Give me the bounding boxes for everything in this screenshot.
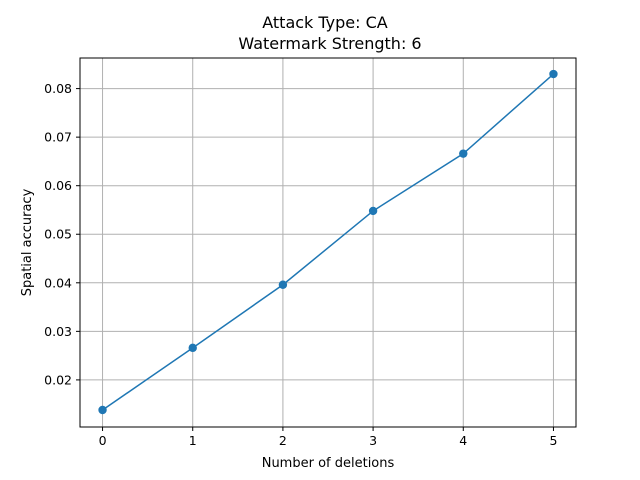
plot-frame [79,57,577,428]
chart-subtitle: Watermark Strength: 6 [238,34,421,53]
x-axis-label: Number of deletions [262,456,395,471]
y-tick-label: 0.02 [44,372,72,387]
x-tick-label: 3 [369,433,377,448]
y-axis-label: Spatial accuracy [20,188,35,296]
x-tick-label: 5 [549,433,557,448]
y-tick-label: 0.03 [44,324,72,339]
y-tick-label: 0.05 [44,227,72,242]
y-tick-label: 0.07 [44,130,72,145]
data-point [368,206,378,216]
grid [80,58,576,427]
x-tick-label: 1 [189,433,197,448]
x-tick-label: 4 [459,433,467,448]
y-tick-label: 0.04 [44,275,72,290]
data-point [98,405,107,415]
data-point [459,149,468,158]
data-point [278,280,288,289]
series-layer [98,69,558,415]
data-point [549,69,558,79]
x-tick-label: 2 [279,433,287,448]
y-tick-label: 0.08 [44,81,72,96]
chart-title: Attack Type: CA [262,13,388,32]
y-tick-label: 0.06 [44,178,72,193]
data-point [188,343,197,353]
series-line [102,73,554,411]
x-tick-label: 0 [99,433,107,448]
ticks: 0 1 2 3 4 5 0.02 0.03 0.04 0.05 0.06 0.07 0.08 [44,81,557,448]
